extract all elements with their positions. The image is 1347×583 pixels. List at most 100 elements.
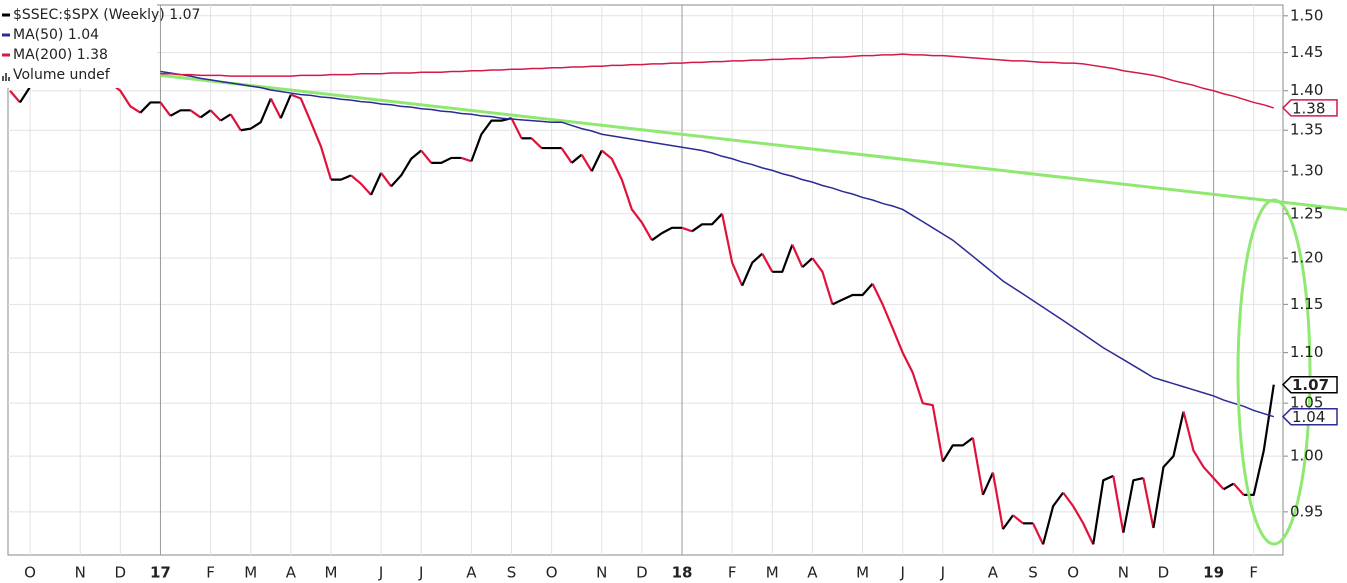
y-tick-label: 1.50 xyxy=(1290,6,1323,24)
last-value-tag xyxy=(1281,375,1338,394)
ma-line xyxy=(160,70,1275,418)
price-line xyxy=(981,472,994,496)
price-line xyxy=(279,94,292,119)
x-tick-label: S xyxy=(507,564,517,582)
price-line xyxy=(420,149,433,164)
price-line xyxy=(1002,514,1014,530)
axis: 1.50 1.45 1.40 1.35 1.30 1.25 1.20 1.15 1.10 1.05… xyxy=(24,6,1338,582)
price-line xyxy=(189,109,202,119)
y-tick-label: 1.30 xyxy=(1290,162,1323,180)
price-line xyxy=(941,436,974,463)
y-tick-label: 1.35 xyxy=(1290,121,1323,139)
price-line xyxy=(831,283,874,306)
x-tick-label: M xyxy=(856,564,869,582)
price-line xyxy=(139,101,161,114)
price-line xyxy=(772,244,794,273)
price-line xyxy=(159,101,172,117)
x-tick-label: 17 xyxy=(150,564,171,582)
price-line xyxy=(350,174,372,196)
x-tick-label: N xyxy=(1118,564,1129,582)
y-tick-label: 1.45 xyxy=(1290,43,1323,61)
legend-name: MA(50) xyxy=(13,27,63,43)
price-line xyxy=(871,283,944,462)
price-line xyxy=(741,252,763,287)
legend-volume-icon xyxy=(8,77,10,81)
legend-label: MA(50) 1.04 xyxy=(13,27,99,43)
x-tick-label: M xyxy=(324,564,337,582)
price-line xyxy=(801,257,814,269)
price-line xyxy=(1112,475,1125,533)
price-line xyxy=(681,226,693,233)
price-line xyxy=(570,153,583,164)
price-line xyxy=(1142,477,1155,529)
price-line xyxy=(761,253,774,273)
price-line xyxy=(390,149,422,188)
x-tick-label: O xyxy=(546,564,558,582)
plot-frame xyxy=(7,4,1284,556)
x-tick-label: O xyxy=(24,564,36,582)
x-tick-label: F xyxy=(206,564,215,582)
price-line xyxy=(461,156,472,163)
legend-value: 1.07 xyxy=(169,7,200,23)
legend-value: 1.04 xyxy=(68,27,99,43)
price-line xyxy=(169,109,191,117)
x-tick-label: D xyxy=(1158,564,1170,582)
y-tick-label: 1.05 xyxy=(1290,394,1323,412)
legend-label: $SSEC:$SPX (Weekly) 1.07 xyxy=(13,7,200,23)
price-line xyxy=(470,117,512,162)
price-line xyxy=(380,172,393,188)
price-line xyxy=(269,98,282,119)
x-tick-label: D xyxy=(115,564,127,582)
price-line xyxy=(1032,522,1045,545)
y-tick-label: 1.15 xyxy=(1290,295,1323,313)
x-tick-label: A xyxy=(988,564,999,582)
last-value-label: 1.07 xyxy=(1292,376,1329,394)
price-line xyxy=(971,437,984,496)
price-line xyxy=(811,257,834,305)
legend-volume-icon xyxy=(5,73,7,81)
price-line xyxy=(1062,491,1095,545)
price-line xyxy=(530,137,543,149)
x-tick-label: J xyxy=(940,564,945,582)
x-tick-label: M xyxy=(766,564,779,582)
legend-background xyxy=(0,0,157,88)
y-tick-label: 0.95 xyxy=(1290,502,1323,520)
legend-volume-icon xyxy=(2,76,4,81)
x-tick-label: 19 xyxy=(1203,564,1224,582)
price-line xyxy=(1182,411,1225,490)
x-tick-label: S xyxy=(1028,564,1038,582)
price-line xyxy=(1092,474,1114,545)
price-line xyxy=(651,226,683,242)
legend-label: Volume undef xyxy=(13,67,111,83)
price-line xyxy=(240,98,272,132)
price-line xyxy=(1042,491,1065,545)
x-tick-label: J xyxy=(418,564,423,582)
x-tick-label: A xyxy=(807,564,818,582)
x-tick-label: F xyxy=(728,564,737,582)
legend-value: 1.38 xyxy=(77,47,108,63)
y-tick-label: 1.10 xyxy=(1290,343,1323,361)
price-line xyxy=(370,172,383,196)
price-line xyxy=(1232,482,1245,496)
price-line xyxy=(199,109,212,119)
x-tick-label: A xyxy=(466,564,477,582)
y-tick-label: 1.25 xyxy=(1290,204,1323,222)
price-line xyxy=(721,213,744,287)
price-line xyxy=(691,213,723,233)
price-line xyxy=(290,93,333,180)
grid xyxy=(8,5,1283,555)
x-tick-label: N xyxy=(75,564,86,582)
y-tick-label: 1.00 xyxy=(1290,447,1323,465)
price-line xyxy=(991,472,1005,530)
price-line xyxy=(431,156,462,164)
price-line xyxy=(209,109,222,122)
legend-label: MA(200) 1.38 xyxy=(13,47,108,63)
x-tick-label: M xyxy=(244,564,257,582)
price-line xyxy=(1012,514,1024,525)
price-line xyxy=(560,147,573,164)
x-tick-label: J xyxy=(899,564,904,582)
last-value-tag xyxy=(1281,99,1338,117)
highlight-ellipse xyxy=(1236,198,1312,546)
price-line xyxy=(220,113,232,122)
